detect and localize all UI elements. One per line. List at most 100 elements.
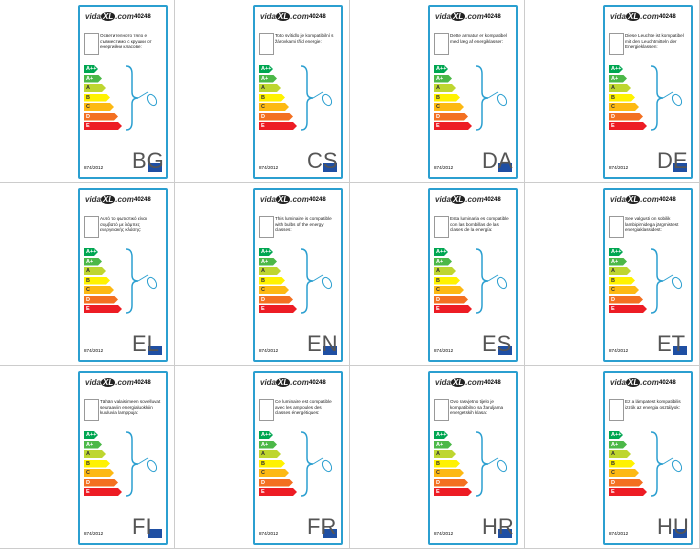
energy-class: A++ [261,249,272,255]
cell: vida XL .com 40248 Diese Leuchte ist kompati… [525,0,700,183]
regulation: 874/2012 [84,165,104,170]
energy-label: vida XL .com 40248 Осветителното тяло е съвм… [78,5,168,179]
energy-label: vida XL .com 40248 Αυτό το φωτιστικό είναι σ… [78,188,168,362]
lamp-icon [259,216,274,238]
energy-class: A [84,84,106,92]
regulation: 874/2012 [434,165,454,170]
product-number: 40248 [484,14,501,20]
compatibility-text: Esta luminaria es compatible con las bom… [450,216,509,233]
energy-class: D [84,479,118,487]
bracket-lamp [650,248,683,314]
brand-suffix: .com [640,195,659,204]
brand-prefix: vida [610,12,627,21]
lamp-icon [609,399,624,421]
eu-flag [498,529,512,538]
brand-suffix: .com [115,195,134,204]
energy-label: vida XL .com 40248 Ez a lámpatest kompatibil… [603,371,693,545]
regulation: 874/2012 [84,348,104,353]
cell: vida XL .com 40248 Αυτό το φωτιστικό είναι σ… [0,183,175,366]
lamp-icon [259,399,274,421]
energy-class: A [259,267,281,275]
energy-class: C [609,103,639,111]
bracket-lamp [475,248,508,314]
language-code: FI [132,514,152,539]
brand-prefix: vida [435,12,452,21]
compatibility-text: Dette armatur er kompatibel med læg af e… [450,33,507,44]
energy-class: A [434,450,456,458]
bracket-lamp [475,65,508,131]
compatibility-text: Осветителното тяло е съвместимо с крушки… [100,33,152,50]
energy-class: A [84,450,106,458]
eu-flag [148,529,162,538]
eu-flag [323,163,337,172]
cell: vida XL .com 40248 Осветителното тяло е съвм… [0,0,175,183]
energy-class: A++ [436,249,447,255]
language-code: ET [657,331,686,356]
cell: vida XL .com 40248 This luminaire is compati… [175,183,350,366]
brand-mark: XL [626,378,641,387]
product-number: 40248 [134,380,151,386]
energy-class: D [259,296,293,304]
energy-class: A++ [611,249,622,255]
lamp-icon [609,216,624,238]
energy-class: E [84,305,122,313]
compatibility-text: See valgusti on sobilik lambipirnidega j… [625,216,679,233]
energy-label: vida XL .com 40248 Ovo rasvjetno tijelo je k… [428,371,518,545]
eu-flag [673,346,687,355]
brand-mark: XL [276,378,291,387]
energy-class: A++ [261,432,272,438]
energy-class: A+ [259,258,277,266]
energy-class: A++ [436,432,447,438]
energy-class: B [259,277,285,285]
energy-class: A+ [84,441,102,449]
eu-flag [323,346,337,355]
brand-suffix: .com [290,195,309,204]
brand-prefix: vida [85,195,102,204]
cell: vida XL .com 40248 Ce luminaire est compatib… [175,366,350,549]
energy-label: vida XL .com 40248 Diese Leuchte ist kompati… [603,5,693,179]
logo: vida XL .com [85,195,134,204]
compatibility-text: Ce luminaire est compatible avec les amp… [275,399,332,416]
brand-prefix: vida [260,378,277,387]
product-number: 40248 [309,197,326,203]
language-code: FR [307,514,337,539]
compatibility-text: Ez a lámpatest kompatibilis izzók az ene… [625,399,681,410]
energy-class: B [84,94,110,102]
compatibility-text: This luminaire is compatible with bulbs … [275,216,332,233]
cell: vida XL .com 40248 Ez a lámpatest kompatibil… [525,366,700,549]
language-code: HR [482,514,514,539]
compatibility-text: Toto svítidlo je kompatibilní s žárovkam… [275,33,334,44]
energy-class: A++ [436,66,447,72]
energy-class: B [259,460,285,468]
energy-class: A+ [259,441,277,449]
energy-class: A+ [434,441,452,449]
regulation: 874/2012 [259,165,279,170]
energy-class: A+ [609,75,627,83]
bracket-lamp [300,431,333,497]
energy-class: A+ [259,75,277,83]
energy-class: A [609,84,631,92]
brand-prefix: vida [610,195,627,204]
brand-suffix: .com [290,378,309,387]
energy-class: A+ [434,258,452,266]
brand-prefix: vida [85,12,102,21]
lamp-icon [84,399,99,421]
language-code: DA [482,148,513,173]
energy-class: C [259,469,289,477]
energy-class: A+ [434,75,452,83]
energy-class: D [434,479,468,487]
energy-class: B [434,460,460,468]
cell: vida XL .com 40248 See valgusti on sobilik l… [525,183,700,366]
brand-suffix: .com [465,195,484,204]
logo: vida XL .com [435,378,484,387]
regulation: 874/2012 [259,531,279,536]
brand-mark: XL [276,12,291,21]
energy-class: C [434,286,464,294]
energy-class: D [609,296,643,304]
energy-class: B [259,94,285,102]
energy-class: D [84,113,118,121]
energy-class: A++ [261,66,272,72]
regulation: 874/2012 [259,348,279,353]
product-number: 40248 [309,14,326,20]
brand-mark: XL [451,195,466,204]
